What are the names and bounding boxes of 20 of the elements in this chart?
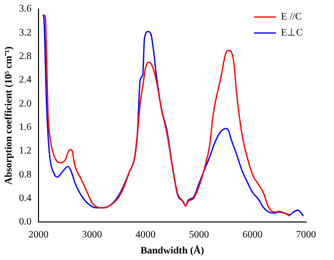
y-tick-label: 3.6 xyxy=(19,4,32,15)
x-tick-label: 5000 xyxy=(189,230,209,241)
y-tick-label: 0.0 xyxy=(19,216,32,228)
y-tick-label: 1.2 xyxy=(19,146,32,157)
y-tick-label: 0.4 xyxy=(19,192,32,204)
y-tick-label: 2.4 xyxy=(19,74,32,86)
y-tick-label: 1.6 xyxy=(19,122,32,133)
y-axis-title: Absorption coefficient (10⁵ cm⁻¹) xyxy=(4,46,15,185)
x-tick-label: 3000 xyxy=(82,230,102,241)
x-tick-label: 7000 xyxy=(296,230,316,241)
x-tick-label: 6000 xyxy=(242,230,262,241)
x-tick-label: 2000 xyxy=(28,230,48,241)
y-tick-label: 3.2 xyxy=(19,27,32,38)
y-tick-label: 2.8 xyxy=(19,50,32,62)
y-tick-label: 0.8 xyxy=(19,169,32,180)
x-axis-title: Bandwidth (Å) xyxy=(140,244,204,257)
x-tick-label: 4000 xyxy=(136,230,156,241)
y-tick-label: 2.0 xyxy=(19,98,32,110)
legend-label: E⊥C xyxy=(281,28,304,39)
legend-label: E //C xyxy=(281,12,302,23)
